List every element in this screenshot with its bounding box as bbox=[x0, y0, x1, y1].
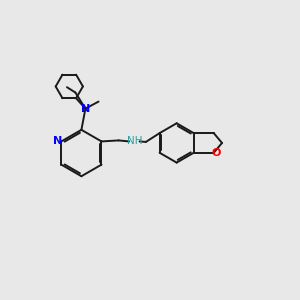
Text: N: N bbox=[81, 103, 90, 114]
Text: O: O bbox=[212, 148, 221, 158]
Text: NH: NH bbox=[127, 136, 142, 146]
Text: N: N bbox=[53, 136, 62, 146]
